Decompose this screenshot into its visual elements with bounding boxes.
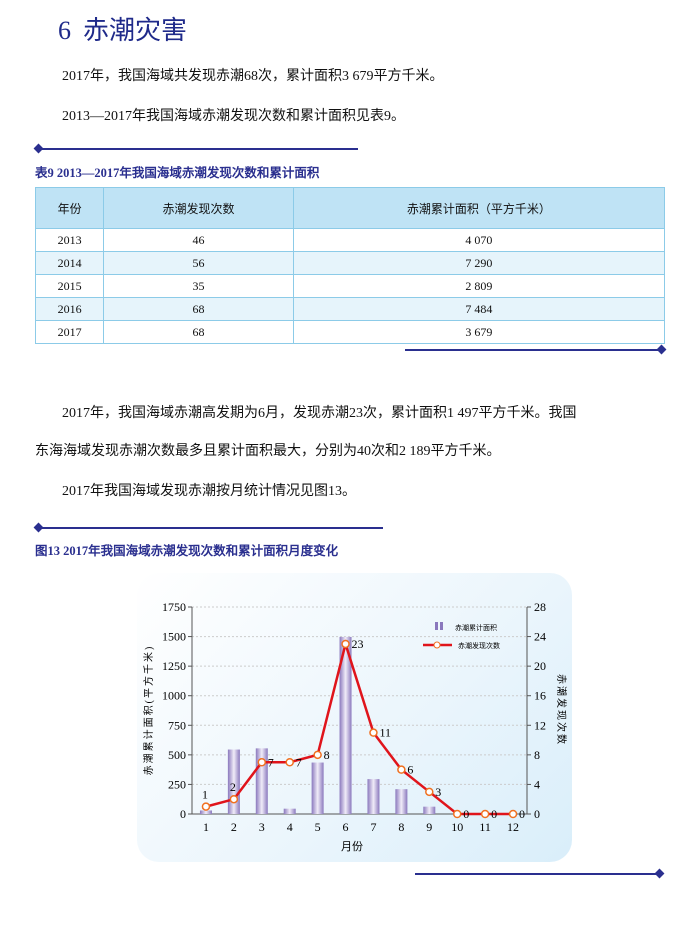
y-tick-label: 1500 [162, 630, 186, 644]
data-label: 3 [435, 785, 441, 799]
table-caption: 表9 2013—2017年我国海域赤潮发现次数和累计面积 [35, 166, 320, 180]
legend-line-icon [433, 641, 441, 649]
table-row: 2016 68 7 484 [34, 297, 666, 321]
table-row: 2015 35 2 809 [34, 274, 666, 298]
y-tick-label: 1000 [162, 689, 186, 703]
data-label: 0 [463, 807, 469, 821]
bar [367, 779, 380, 814]
bar [423, 806, 436, 814]
legend-bar-icon [440, 622, 443, 630]
count-point [480, 809, 490, 819]
x-tick-label: 4 [287, 820, 293, 834]
x-tick-label: 9 [426, 820, 432, 834]
y2-tick-label: 12 [534, 718, 546, 732]
data-label: 7 [268, 755, 274, 769]
x-tick-label: 11 [479, 820, 491, 834]
paragraph: 2017年，我国海域赤潮高发期为6月，发现赤潮23次，累计面积1 497平方千米… [62, 406, 577, 421]
section-heading: 6 赤潮灾害 [58, 16, 188, 46]
y2-tick-label: 0 [534, 807, 540, 821]
count-point [229, 794, 239, 804]
data-label: 8 [324, 748, 330, 762]
count-line [205, 639, 514, 816]
data-label: 6 [407, 763, 413, 777]
paragraph: 2017年，我国海域共发现赤潮68次，累计面积3 679平方千米。 [62, 69, 444, 84]
y-tick-label: 250 [168, 777, 186, 791]
data-label: 11 [379, 726, 391, 740]
count-point [452, 809, 462, 819]
y2-tick-label: 20 [534, 659, 546, 673]
paragraph: 东海海域发现赤潮次数最多且累计面积最大，分别为40次和2 189平方千米。 [35, 444, 501, 459]
y-tick-label: 500 [168, 748, 186, 762]
y-tick-label: 750 [168, 718, 186, 732]
y2-tick-label: 4 [534, 777, 540, 791]
x-tick-label: 3 [259, 820, 265, 834]
count-point [201, 802, 211, 811]
y-tick-label: 0 [180, 807, 186, 821]
divider [38, 148, 358, 150]
legend-label: 赤潮累计面积 [455, 623, 497, 632]
y-axis-label: 赤潮累计面积(平方千米) [142, 645, 155, 776]
data-label: 1 [202, 788, 208, 802]
bar [395, 789, 408, 814]
divider [415, 873, 660, 875]
x-axis-label: 月份 [341, 840, 363, 853]
y-tick-label: 1750 [162, 600, 186, 614]
table-row: 2017 68 3 679 [34, 320, 666, 344]
count-point [285, 758, 294, 767]
count-point [257, 758, 267, 767]
x-tick-label: 7 [370, 820, 376, 834]
data-label: 2 [230, 780, 236, 794]
y2-tick-label: 8 [534, 748, 540, 762]
count-point [369, 728, 378, 737]
bar [199, 810, 212, 814]
x-tick-label: 2 [231, 820, 237, 834]
bar [283, 808, 296, 814]
data-label: 23 [352, 637, 364, 651]
paragraph: 2017年我国海域发现赤潮按月统计情况见图13。 [62, 484, 356, 499]
bar [311, 762, 324, 814]
y2-tick-label: 24 [534, 630, 546, 644]
count-point [397, 765, 406, 774]
y2-tick-label: 28 [534, 600, 546, 614]
data-label: 0 [519, 807, 525, 821]
data-label: 7 [296, 755, 302, 769]
y2-axis-label: 赤潮发现次数 [555, 674, 568, 746]
legend-label: 赤潮发现次数 [458, 641, 500, 650]
x-tick-label: 12 [507, 820, 519, 834]
x-tick-label: 1 [203, 820, 209, 834]
table-row: 2014 56 7 290 [34, 251, 666, 275]
data-table: 年份 赤潮发现次数 赤潮累计面积（平方千米） 2013 46 4 070 2014 56 7… [34, 187, 666, 344]
x-tick-label: 8 [398, 820, 404, 834]
count-point [341, 639, 350, 649]
x-tick-label: 6 [343, 820, 349, 834]
count-point [425, 787, 434, 797]
divider [405, 349, 660, 351]
y-tick-label: 1250 [162, 659, 186, 673]
divider [38, 527, 383, 529]
y2-tick-label: 16 [534, 689, 546, 703]
count-point [313, 750, 322, 760]
x-tick-label: 5 [315, 820, 321, 834]
x-tick-label: 10 [451, 820, 463, 834]
paragraph: 2013—2017年我国海域赤潮发现次数和累计面积见表9。 [62, 109, 405, 124]
data-label: 0 [491, 807, 497, 821]
legend-bar-icon [435, 622, 438, 630]
count-point [508, 809, 518, 819]
figure-caption: 图13 2017年我国海域赤潮发现次数和累计面积月度变化 [35, 544, 339, 558]
bar [339, 636, 352, 814]
